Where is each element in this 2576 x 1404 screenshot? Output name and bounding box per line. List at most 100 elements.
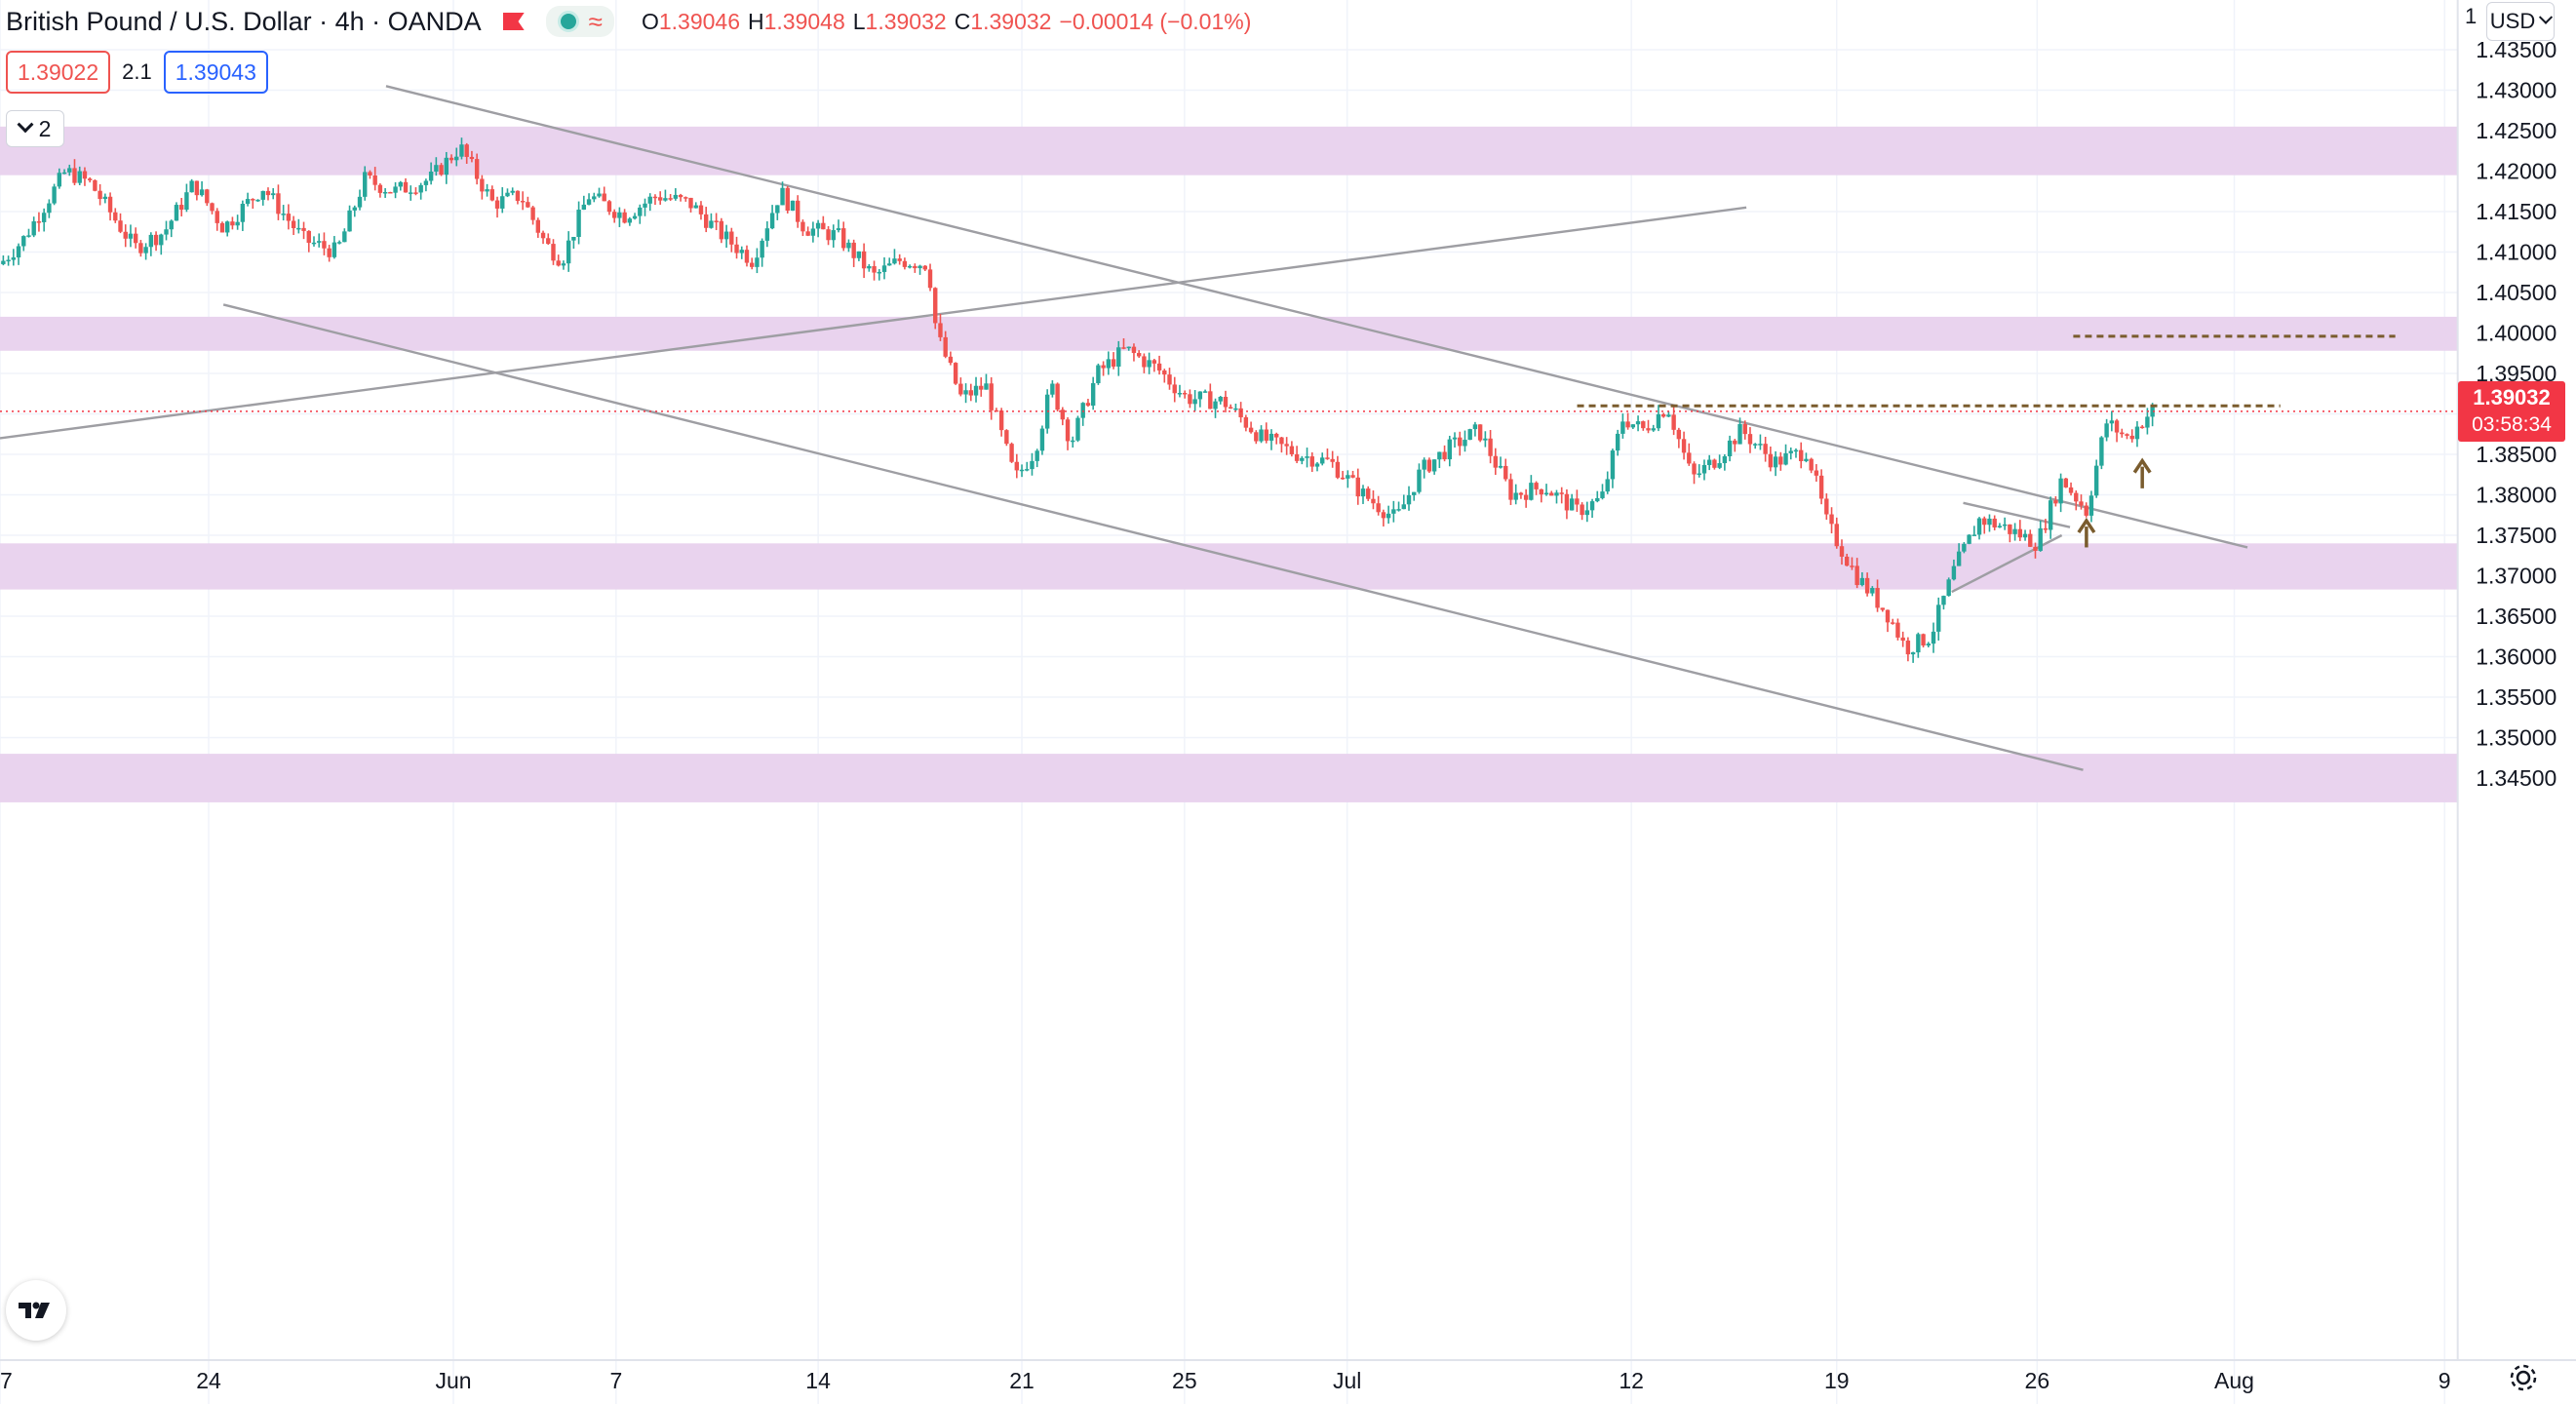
candle-body [1355, 477, 1360, 497]
gear-icon[interactable] [2505, 1359, 2542, 1396]
buy-button[interactable]: 1.39043 [163, 51, 268, 94]
candle-body [1167, 374, 1172, 385]
candle-body [1228, 407, 1233, 410]
candle-body [67, 168, 72, 173]
candle-body [851, 242, 856, 258]
candle-body [1335, 461, 1341, 478]
candle-body [2125, 434, 2129, 436]
candle-body [1376, 503, 1381, 513]
candle-body [1870, 588, 1875, 594]
support-resistance-zone [0, 543, 2458, 590]
candle-body [1829, 514, 1834, 525]
candle-body [597, 193, 602, 197]
candle-body [1447, 439, 1452, 460]
market-status[interactable]: ≈ [545, 6, 614, 37]
chevron-down-icon [2539, 10, 2554, 24]
candle-body [963, 390, 968, 395]
candle-body [2150, 405, 2155, 417]
candle-body [703, 214, 709, 228]
candle-body [1309, 456, 1314, 467]
date-tick-label: 26 [2025, 1368, 2050, 1393]
candle-body [1564, 493, 1570, 511]
candle-body [1483, 438, 1488, 441]
candle-body [652, 196, 658, 199]
symbol-title[interactable]: British Pound / U.S. Dollar · 4h · OANDA [6, 6, 482, 36]
trendlines[interactable] [0, 85, 2248, 771]
candle-body [251, 199, 255, 201]
market-open-dot-icon [557, 11, 579, 32]
candle-body [1050, 383, 1055, 395]
candle-body [1758, 444, 1763, 446]
sell-button[interactable]: 1.39022 [6, 51, 111, 94]
candle-body [510, 190, 515, 193]
candle-body [102, 196, 108, 200]
candle-body [271, 193, 276, 196]
candle-body [1223, 396, 1229, 408]
candle-body [1788, 450, 1793, 453]
candle-body [2114, 420, 2120, 433]
candle-body [1967, 534, 1971, 544]
indicators-toggle-button[interactable]: 2 [6, 110, 64, 147]
grid [0, 0, 2458, 1404]
candle-body [668, 198, 673, 200]
candle-body [1406, 494, 1412, 505]
candle-body [1620, 421, 1625, 434]
candle-body [480, 178, 485, 192]
candle-body [494, 200, 500, 209]
candle-body [1330, 458, 1335, 462]
candle-body [454, 156, 459, 161]
candle-body [968, 390, 974, 396]
price-tick-label: 1.42000 [2476, 159, 2556, 184]
candle-body [1697, 473, 1701, 476]
candle-body [907, 265, 913, 268]
chevron-down-icon [17, 116, 34, 134]
candle-body [1783, 452, 1788, 465]
candle-body [1488, 438, 1493, 456]
candle-body [1976, 518, 1982, 535]
candle-body [1116, 347, 1121, 367]
tradingview-logo[interactable] [6, 1280, 66, 1341]
candle-body [1279, 437, 1284, 445]
candle-body [1910, 652, 1916, 655]
candle-body [382, 191, 388, 194]
candle-body [872, 265, 877, 273]
candle-body [1569, 498, 1575, 511]
candle-body [760, 240, 764, 258]
candle-body [77, 171, 82, 183]
candle-body [571, 236, 576, 241]
candle-body [1635, 421, 1641, 425]
candle-body [1539, 488, 1544, 495]
candle-body [327, 248, 332, 257]
candle-body [439, 165, 444, 176]
candle-body [1666, 414, 1671, 417]
candle-body [622, 212, 627, 223]
candle-body [449, 157, 454, 161]
candle-body [1218, 396, 1223, 402]
candle-body [1055, 383, 1060, 410]
candle-body [1625, 421, 1630, 428]
levels[interactable] [0, 334, 2458, 548]
candle-body [750, 262, 755, 267]
candle-body [2109, 420, 2115, 424]
last-price-label: 1.39032 03:58:34 [2458, 380, 2565, 442]
candle-body [867, 265, 872, 269]
candle-body [403, 181, 409, 193]
candle-body [1859, 577, 1865, 586]
candle-body [734, 244, 739, 254]
candle-body [917, 265, 922, 269]
candle-body [1493, 455, 1499, 468]
candle-body [210, 203, 215, 212]
price-tick-label: 1.35500 [2476, 684, 2556, 710]
candle-body [617, 212, 622, 218]
currency-button[interactable]: USD [2486, 2, 2555, 41]
candle-body [938, 323, 943, 337]
candle-body [138, 243, 143, 254]
candle-body [2088, 495, 2094, 516]
candle-body [428, 171, 434, 181]
flag-icon[interactable] [503, 13, 525, 30]
candle-body [1891, 622, 1895, 624]
candle-body [1498, 465, 1503, 468]
change-value: −0.00014 (−0.01%) [1059, 8, 1252, 34]
candle-body [2079, 501, 2084, 506]
